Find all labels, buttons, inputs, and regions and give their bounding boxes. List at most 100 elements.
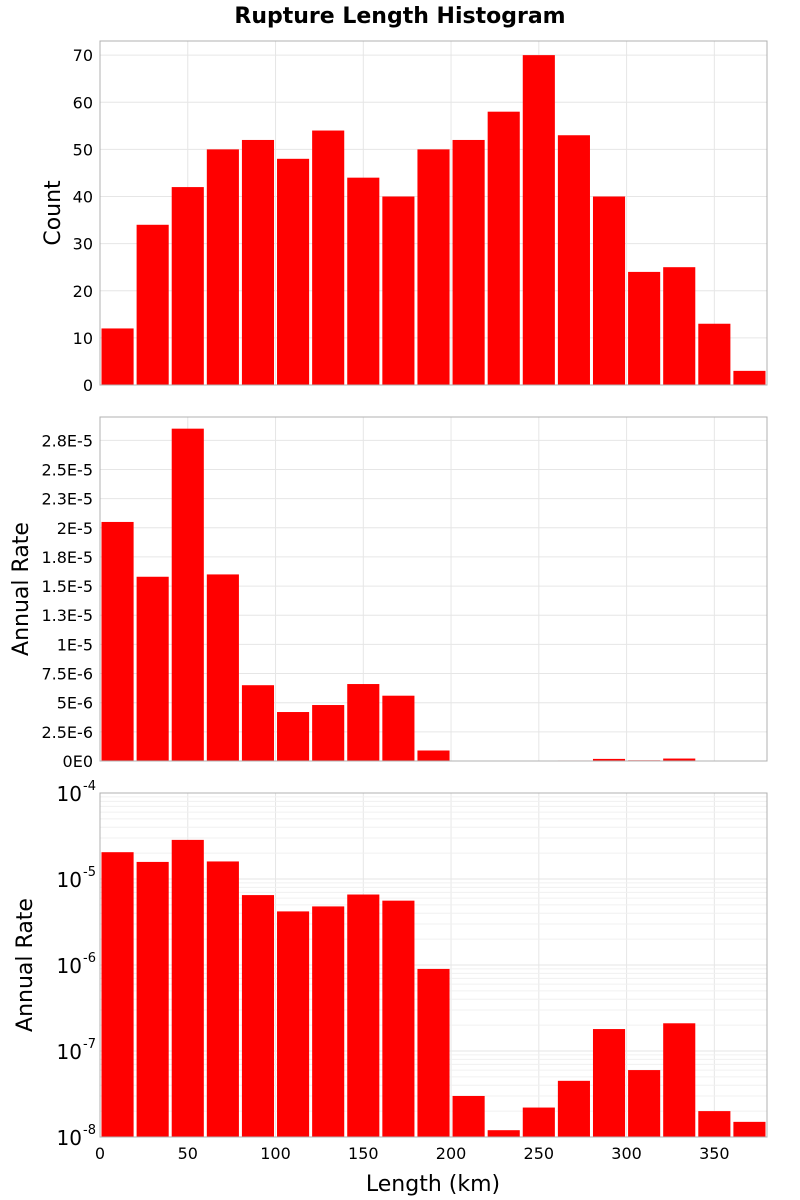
x-tick-label: 150: [348, 1144, 379, 1163]
bar: [592, 1029, 626, 1137]
bar: [592, 758, 626, 761]
y-tick-exponent: -8: [83, 1123, 96, 1138]
bar: [557, 1080, 590, 1137]
x-tick-label: 300: [611, 1144, 642, 1163]
y-tick-label: 10: [57, 1040, 82, 1064]
bar: [312, 705, 345, 761]
y-tick-label: 1.3E-5: [41, 606, 93, 625]
bar: [417, 968, 450, 1137]
bar: [522, 1107, 555, 1137]
y-tick-label: 10: [57, 782, 82, 806]
y-tick-label: 2E-5: [57, 519, 93, 538]
bar: [171, 839, 204, 1137]
bar: [382, 196, 415, 385]
y-tick-label: 5E-6: [57, 694, 93, 713]
bar: [592, 196, 626, 385]
bar: [347, 894, 380, 1137]
plot-frame: [99, 40, 768, 386]
x-tick-label: 100: [260, 1144, 291, 1163]
bar: [417, 149, 450, 385]
y-axis-label: Annual Rate: [13, 898, 38, 1032]
y-tick-label: 30: [73, 235, 93, 254]
y-tick-label: 2.5E-5: [41, 460, 93, 479]
bar: [312, 906, 345, 1137]
y-tick-label: 1.5E-5: [41, 577, 93, 596]
bar: [277, 911, 310, 1137]
y-tick-label: 1.8E-5: [41, 548, 93, 567]
y-tick-label: 10: [57, 954, 82, 978]
x-tick-label: 0: [95, 1144, 105, 1163]
bar: [382, 695, 415, 761]
panel-2: 0E0 2.5E-6 5E-6 7.5E-6 1E-5 1.3E-5 1.5E-5 1.8E-…: [9, 416, 768, 771]
y-tick-label: 0: [83, 376, 93, 395]
bar: [347, 177, 380, 385]
y-tick-exponent: -5: [83, 865, 96, 880]
bar: [101, 328, 134, 385]
y-tick-label: 20: [73, 282, 93, 301]
bar: [347, 684, 380, 761]
bar: [241, 685, 275, 761]
bar: [171, 428, 204, 761]
bar: [733, 1121, 766, 1137]
x-tick-label: 250: [524, 1144, 555, 1163]
bar: [136, 861, 169, 1137]
y-tick-label: 70: [73, 46, 93, 65]
y-tick-label: 2.8E-5: [41, 431, 93, 450]
bar: [698, 1111, 731, 1137]
bar: [206, 861, 239, 1137]
y-tick-label: 2.3E-5: [41, 490, 93, 509]
y-tick-label: 50: [73, 140, 93, 159]
bar: [522, 55, 555, 385]
y-tick-label: 10: [73, 329, 93, 348]
plot-frame: [99, 416, 768, 762]
bar: [206, 149, 239, 385]
bar: [557, 135, 590, 385]
bar: [277, 712, 310, 761]
bar: [241, 895, 275, 1137]
bar: [312, 130, 345, 385]
y-tick-label: 10: [57, 868, 82, 892]
bar: [136, 224, 169, 385]
y-tick-exponent: -7: [83, 1037, 96, 1052]
bar: [628, 1070, 661, 1137]
panels-group: 0 10 20 30 40 50 60 70 Count 0E0 2.5E-6 5E-6 7.5E-6 1…: [9, 40, 768, 1163]
y-axis-label: Annual Rate: [9, 522, 34, 656]
bar: [663, 1023, 696, 1137]
y-axis-label: Count: [41, 180, 66, 246]
bar: [417, 750, 450, 761]
bar: [663, 267, 696, 385]
y-tick-exponent: -6: [83, 951, 96, 966]
y-tick-label: 40: [73, 188, 93, 207]
y-tick-label: 7.5E-6: [41, 665, 93, 684]
bar: [277, 158, 310, 385]
plot-frame: [99, 792, 768, 1138]
y-tick-label: 2.5E-6: [41, 723, 93, 742]
bar: [452, 1095, 485, 1137]
bar: [452, 139, 485, 385]
y-tick-label: 60: [73, 93, 93, 112]
bar: [487, 1130, 520, 1137]
bar: [487, 111, 520, 385]
x-tick-label: 200: [436, 1144, 467, 1163]
bar: [101, 852, 134, 1137]
bar: [241, 139, 275, 385]
y-tick-label: 1E-5: [57, 635, 93, 654]
panel-1: 0 10 20 30 40 50 60 70 Count: [41, 40, 768, 395]
bar: [101, 521, 134, 761]
y-tick-exponent: -4: [83, 779, 96, 794]
bar: [136, 576, 169, 761]
x-tick-label: 350: [699, 1144, 730, 1163]
x-tick-label: 50: [178, 1144, 198, 1163]
y-tick-label: 10: [57, 1126, 82, 1150]
y-tick-label: 0E0: [63, 752, 93, 771]
chart-title: Rupture Length Histogram: [234, 4, 565, 29]
bar: [698, 323, 731, 385]
bar: [171, 187, 204, 385]
bar: [382, 900, 415, 1137]
bar: [206, 574, 239, 761]
x-axis-label: Length (km): [366, 1172, 500, 1197]
bar: [663, 758, 696, 761]
bar: [628, 271, 661, 385]
